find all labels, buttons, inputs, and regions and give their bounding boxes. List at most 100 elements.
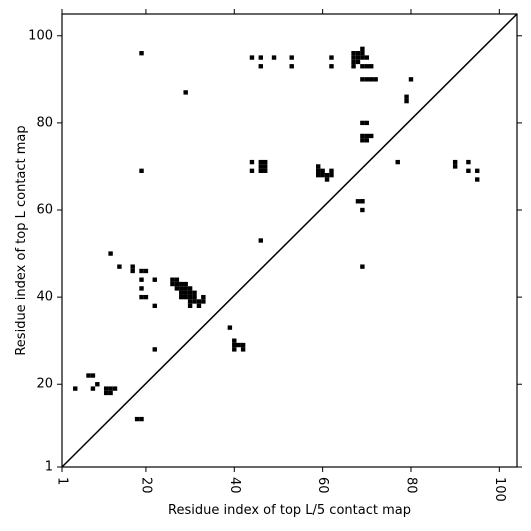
contact-point [143, 268, 149, 274]
contact-point [329, 168, 334, 173]
y-tick-label: 1 [45, 460, 53, 475]
y-axis-title: Residue index of top L contact map [14, 125, 29, 355]
contact-point [139, 268, 144, 274]
contact-point [227, 325, 233, 330]
contact-point [360, 55, 365, 60]
contact-point [192, 299, 197, 304]
plot-frame [61, 13, 518, 468]
contact-point [271, 55, 277, 60]
contact-point [152, 277, 157, 282]
contact-point [201, 299, 206, 304]
contact-point [351, 51, 356, 56]
contact-point [258, 55, 263, 60]
contact-point [187, 294, 193, 300]
contact-point [170, 281, 175, 287]
x-tick-label: 40 [227, 477, 242, 494]
contact-point [263, 168, 268, 173]
contact-point [232, 347, 237, 352]
contact-point [324, 172, 330, 178]
diagonal-line [61, 13, 518, 468]
contact-point [187, 299, 193, 304]
contact-point [258, 238, 263, 243]
contact-point [174, 286, 180, 291]
contact-point [108, 251, 113, 256]
contact-point [360, 51, 365, 56]
contact-point [360, 199, 365, 204]
contact-point [249, 55, 255, 60]
contact-point [258, 159, 263, 165]
x-axis-title: Residue index of top L/5 contact map [168, 503, 411, 518]
contact-point [475, 177, 480, 182]
contact-point [360, 64, 365, 69]
contact-point [369, 77, 374, 82]
contact-point [236, 342, 241, 348]
contact-point [355, 55, 361, 60]
contact-point [187, 286, 193, 291]
contact-point [73, 386, 78, 391]
contact-point [139, 168, 144, 173]
contact-point [143, 294, 149, 300]
contact-point [174, 277, 180, 282]
contact-point [351, 55, 356, 60]
contact-point [179, 294, 184, 300]
contact-point [369, 133, 374, 139]
contact-point [364, 55, 370, 60]
contact-point [179, 290, 184, 295]
contact-point [355, 199, 361, 204]
contact-point [329, 64, 334, 69]
contact-point [183, 90, 188, 95]
contact-point [152, 303, 157, 309]
contact-point [351, 64, 356, 69]
contact-point [112, 386, 118, 391]
contact-point [108, 386, 113, 391]
y-tick-label: 80 [36, 115, 53, 130]
contact-point [196, 299, 202, 304]
contact-point [103, 390, 109, 396]
contact-point [192, 294, 197, 300]
contact-point [152, 347, 157, 352]
contact-point [183, 286, 188, 291]
y-tick-label: 20 [36, 377, 53, 392]
contact-point [117, 264, 122, 269]
contact-point [324, 177, 330, 182]
contact-point [364, 64, 370, 69]
contact-point [130, 264, 135, 269]
contact-point [240, 342, 246, 348]
contact-point [183, 281, 188, 287]
contact-point [258, 168, 263, 173]
contact-point [316, 172, 321, 178]
contact-point [90, 386, 96, 391]
contact-point [249, 159, 255, 165]
contact-point [475, 168, 480, 173]
contact-point [452, 159, 458, 165]
contact-point [258, 164, 263, 169]
contact-point [174, 281, 180, 287]
contact-point [179, 281, 184, 287]
contact-point [139, 277, 144, 282]
contact-point [139, 51, 144, 56]
contact-point [179, 286, 184, 291]
contact-point [232, 342, 237, 348]
contact-point [90, 373, 96, 378]
contact-point [139, 294, 144, 300]
contact-point [86, 373, 91, 378]
x-tick-label: 80 [403, 477, 418, 494]
contact-point [360, 133, 365, 139]
y-axis-ticks: 1 20 40 60 80 100 [28, 28, 522, 475]
contact-point [404, 98, 409, 104]
contact-point [232, 338, 237, 343]
contact-point [404, 94, 409, 99]
contact-point [395, 159, 400, 165]
contact-point [360, 264, 365, 269]
contact-point [201, 294, 206, 300]
x-axis-ticks: 1 20 40 60 80 100 [55, 9, 507, 502]
x-tick-label: 20 [138, 477, 153, 494]
contact-point [258, 64, 263, 69]
contact-point [360, 120, 365, 126]
contact-point [360, 77, 365, 82]
contact-point [364, 77, 370, 82]
contact-point [373, 77, 378, 82]
contact-point [369, 64, 374, 69]
contact-point [263, 164, 268, 169]
